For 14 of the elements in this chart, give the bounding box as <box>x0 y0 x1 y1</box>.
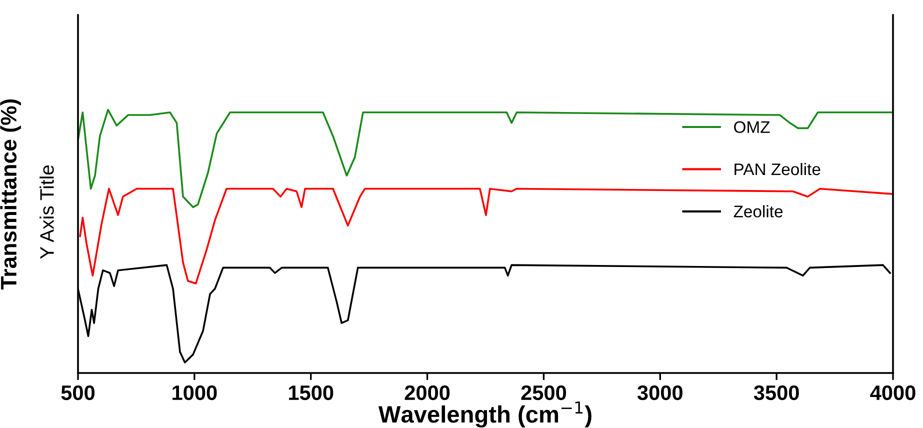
x-tick-label: 1000 <box>172 385 217 400</box>
legend-label: PAN Zeolite <box>734 162 820 176</box>
x-tick-label: 3000 <box>637 385 682 400</box>
x-tick-label: 2500 <box>521 385 566 400</box>
x-tick-label: 4000 <box>870 385 916 400</box>
x-tick-label: 2000 <box>404 385 450 400</box>
text: Y Axis Title <box>40 165 54 259</box>
x-tick-label: 500 <box>61 385 95 400</box>
x-tick-label: 1500 <box>289 385 334 400</box>
x-tick-label: 3500 <box>754 385 799 400</box>
legend-label: OMZ <box>734 121 770 133</box>
y-axis-title: Transmittance (%) <box>0 99 21 290</box>
legend-label: Zeolite <box>734 205 783 218</box>
x-axis-title: Wavelength (cm$^{−1}$) <box>378 401 592 428</box>
